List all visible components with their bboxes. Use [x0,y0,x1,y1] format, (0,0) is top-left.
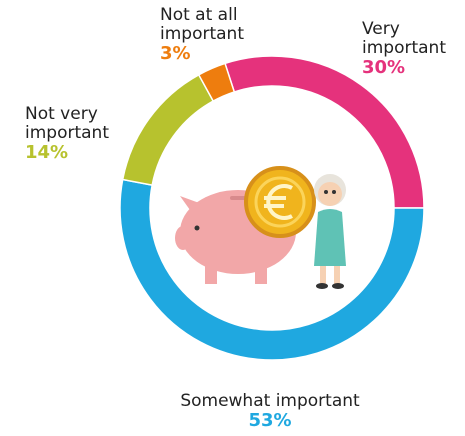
percent-label: 14% [25,143,125,162]
category-name: Very important [362,20,457,58]
donut-slice [123,75,214,185]
category-name: Not at all important [160,6,270,44]
illustration [175,168,346,289]
category-name: Somewhat important [120,392,420,411]
infographic: Very important30% Somewhat important53% No… [0,0,465,436]
category-name: Not very important [25,105,125,143]
percent-label: 3% [160,44,270,63]
percent-label: 53% [120,411,420,430]
percent-label: 30% [362,58,457,77]
